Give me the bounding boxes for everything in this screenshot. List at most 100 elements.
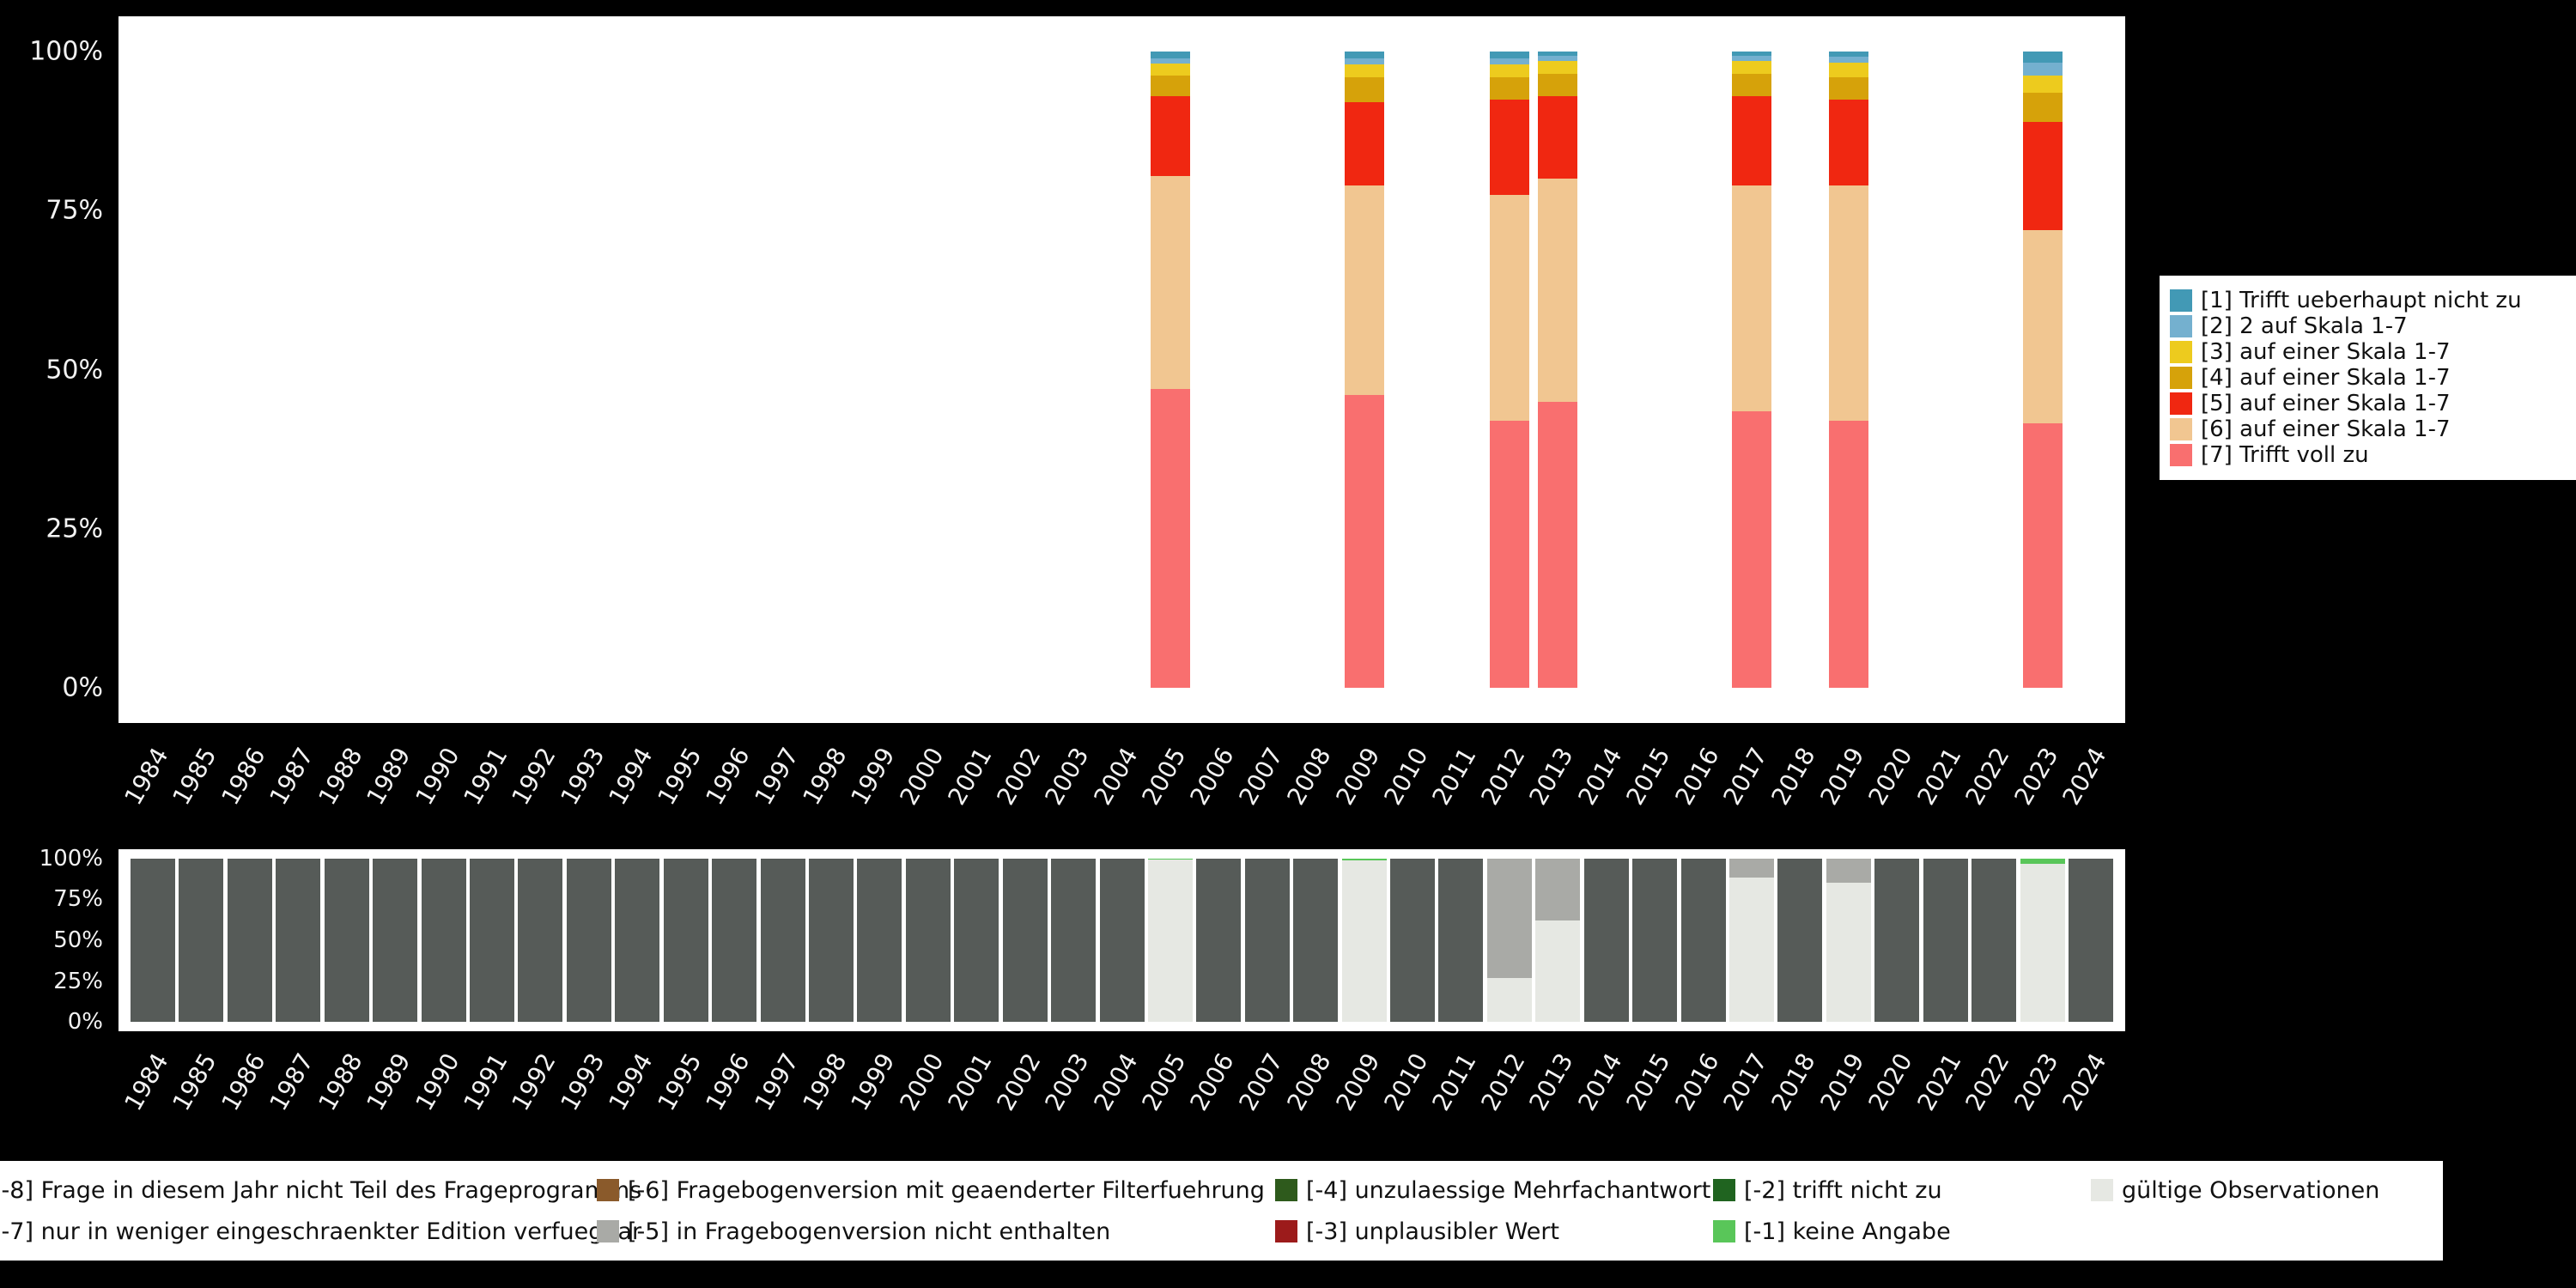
legend-label: [-8] Frage in diesem Jahr nicht Teil des…	[0, 1177, 641, 1204]
bar-segment	[131, 859, 175, 1023]
legend-label: [-7] nur in weniger eingeschraenkter Edi…	[0, 1218, 641, 1245]
bar-segment	[1490, 77, 1529, 100]
bar-segment	[1538, 74, 1577, 96]
bar-segment	[1151, 76, 1190, 96]
legend-swatch	[597, 1220, 619, 1242]
bar-segment	[2023, 423, 2063, 687]
legend-swatch	[2170, 444, 2192, 466]
bar-segment	[276, 859, 320, 1023]
y-tick-label: 0%	[62, 672, 103, 702]
bar-segment	[1151, 176, 1190, 389]
bar-segment	[1245, 859, 1290, 1023]
legend-label: [5] auf einer Skala 1-7	[2201, 391, 2451, 416]
bar-segment	[1538, 96, 1577, 179]
bar-segment	[1345, 102, 1384, 185]
bar-segment	[1829, 52, 1868, 57]
bar-segment	[1971, 859, 2016, 1023]
bar-segment	[1732, 185, 1771, 411]
bar-segment	[1003, 859, 1048, 1023]
missing-codes-legend: [-8] Frage in diesem Jahr nicht Teil des…	[0, 1161, 2443, 1261]
legend-swatch	[2170, 367, 2192, 389]
bar-segment	[1151, 389, 1190, 688]
bar-segment	[179, 859, 223, 1023]
bar-segment	[1490, 52, 1529, 58]
bar-segment	[1538, 402, 1577, 688]
bar-segment	[2023, 52, 2063, 63]
bar-segment	[1732, 56, 1771, 61]
legend-item: [-1] keine Angabe	[1713, 1212, 2091, 1250]
bar-segment	[2020, 859, 2065, 865]
bar-segment	[1490, 195, 1529, 421]
bar-segment	[1196, 859, 1241, 1023]
legend-label: [2] 2 auf Skala 1-7	[2201, 313, 2408, 339]
bar-segment	[1345, 52, 1384, 58]
legend-item: [4] auf einer Skala 1-7	[2170, 365, 2576, 391]
bar-segment	[2023, 76, 2063, 94]
bar-segment	[2023, 93, 2063, 121]
legend-swatch	[597, 1179, 619, 1201]
bar-segment	[1490, 64, 1529, 77]
legend-label: [1] Trifft ueberhaupt nicht zu	[2201, 288, 2522, 313]
legend-item: [7] Trifft voll zu	[2170, 442, 2576, 468]
bar-segment	[373, 859, 417, 1023]
bar-segment	[1729, 859, 1774, 878]
y-tick-label: 0%	[68, 1009, 103, 1035]
legend-item: [6] auf einer Skala 1-7	[2170, 416, 2576, 442]
legend-swatch	[1275, 1220, 1297, 1242]
bar-segment	[2023, 230, 2063, 424]
legend-item: [3] auf einer Skala 1-7	[2170, 339, 2576, 365]
bar-segment	[2020, 864, 2065, 1022]
legend-swatch	[1275, 1179, 1297, 1201]
bar-segment	[2023, 122, 2063, 230]
bar-segment	[470, 859, 514, 1023]
bar-segment	[567, 859, 611, 1023]
legend-swatch	[2091, 1179, 2113, 1201]
bar-segment	[1732, 96, 1771, 185]
bar-segment	[1148, 860, 1193, 1023]
bar-segment	[1345, 64, 1384, 77]
bar-segment	[857, 859, 902, 1023]
bar-segment	[1345, 395, 1384, 688]
y-tick-label: 100%	[39, 846, 103, 872]
bar-segment	[1829, 57, 1868, 63]
bar-segment	[1732, 411, 1771, 688]
bar-segment	[1729, 878, 1774, 1022]
distribution-y-axis: 100%75%50%25%0%	[0, 16, 108, 723]
bar-segment	[1538, 56, 1577, 61]
bar-segment	[1829, 63, 1868, 76]
bar-segment	[664, 859, 708, 1023]
bar-segment	[1345, 185, 1384, 395]
bar-segment	[2069, 859, 2113, 1023]
legend-label: [-5] in Fragebogenversion nicht enthalte…	[628, 1218, 1110, 1245]
legend-label: [4] auf einer Skala 1-7	[2201, 365, 2451, 391]
bar-segment	[1826, 883, 1871, 1022]
bar-segment	[1538, 52, 1577, 56]
legend-item: [-8] Frage in diesem Jahr nicht Teil des…	[0, 1171, 597, 1209]
legend-item: [1] Trifft ueberhaupt nicht zu	[2170, 288, 2576, 313]
bar-segment	[1923, 859, 1968, 1023]
missing-plot-area	[118, 849, 2125, 1031]
bar-segment	[325, 859, 369, 1023]
legend-item: [-5] in Fragebogenversion nicht enthalte…	[597, 1212, 1275, 1250]
legend-item: [-6] Fragebogenversion mit geaenderter F…	[597, 1171, 1275, 1209]
legend-swatch	[1713, 1220, 1735, 1242]
legend-item: [-7] nur in weniger eingeschraenkter Edi…	[0, 1212, 597, 1250]
bar-segment	[518, 859, 562, 1023]
legend-swatch	[2170, 418, 2192, 440]
bar-segment	[761, 859, 805, 1023]
bar-segment	[422, 859, 466, 1023]
y-tick-label: 100%	[29, 37, 103, 67]
bar-segment	[1874, 859, 1919, 1023]
bar-segment	[809, 859, 854, 1023]
bar-segment	[1487, 978, 1532, 1023]
bar-segment	[1490, 421, 1529, 688]
bar-segment	[1538, 179, 1577, 401]
legend-label: [3] auf einer Skala 1-7	[2201, 339, 2451, 365]
bar-segment	[1293, 859, 1338, 1023]
bar-segment	[1051, 859, 1096, 1023]
legend-item: [-3] unplausibler Wert	[1275, 1212, 1713, 1250]
distribution-x-axis: 1984198519861987198819891990199119921993…	[118, 732, 2125, 860]
legend-label: gültige Observationen	[2122, 1177, 2379, 1204]
bar-segment	[1829, 100, 1868, 185]
bar-segment	[228, 859, 272, 1023]
